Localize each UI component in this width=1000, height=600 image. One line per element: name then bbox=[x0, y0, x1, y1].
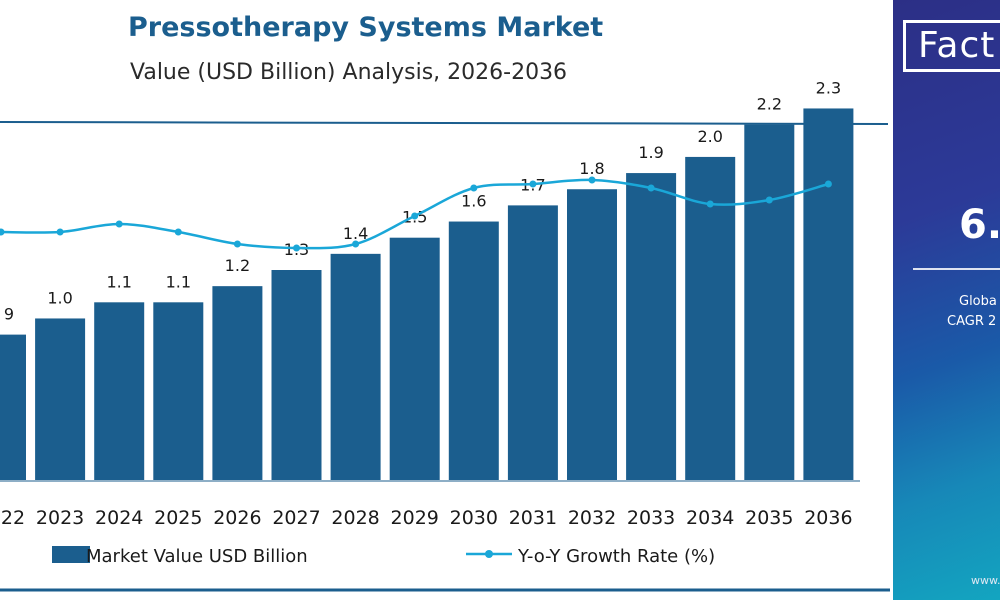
x-tick-2030: 2030 bbox=[450, 507, 498, 529]
x-tick-2032: 2032 bbox=[568, 507, 616, 529]
bar-label-2023: 1.0 bbox=[47, 288, 72, 307]
growth-point-2036 bbox=[824, 180, 832, 188]
x-tick-2031: 2031 bbox=[509, 507, 557, 529]
bar-2030 bbox=[448, 221, 499, 481]
x-tick-2025: 2025 bbox=[154, 507, 202, 529]
bar-2022 bbox=[0, 334, 26, 480]
panel-footer-url: www.f bbox=[971, 574, 1000, 587]
bar-2024 bbox=[94, 302, 145, 480]
growth-point-2035 bbox=[765, 196, 773, 204]
bar-label-2026: 1.2 bbox=[225, 256, 250, 275]
bar-2036 bbox=[803, 108, 854, 480]
bar-2026 bbox=[212, 286, 263, 480]
growth-point-2024 bbox=[115, 220, 123, 228]
growth-point-2026 bbox=[233, 240, 241, 248]
top-rule bbox=[0, 121, 889, 125]
growth-point-2034 bbox=[706, 200, 714, 208]
bar-2031 bbox=[507, 205, 558, 480]
x-tick-2024: 2024 bbox=[95, 507, 143, 529]
legend-label-bars: Market Value USD Billion bbox=[86, 546, 308, 567]
panel-label-global: Globa bbox=[959, 294, 997, 309]
bar-label-2030: 1.6 bbox=[461, 192, 486, 211]
growth-point-2023 bbox=[56, 228, 64, 236]
chart-subtitle: Value (USD Billion) Analysis, 2026-2036 bbox=[130, 60, 568, 85]
bar-label-2022: 9 bbox=[4, 305, 14, 324]
bar-label-2035: 2.2 bbox=[757, 95, 782, 114]
x-tick-2036: 2036 bbox=[804, 507, 852, 529]
bar-label-2034: 2.0 bbox=[697, 127, 722, 146]
bar-2027 bbox=[271, 270, 322, 480]
cagr-value: 6. bbox=[959, 202, 1000, 248]
growth-point-2028 bbox=[352, 240, 360, 248]
chart-area: Pressotherapy Systems Market Value (USD … bbox=[0, 12, 890, 592]
x-tick-2022: 22 bbox=[1, 507, 25, 529]
growth-point-2025 bbox=[174, 228, 182, 236]
x-tick-2023: 2023 bbox=[36, 507, 84, 529]
side-panel: Fact 6. Globa CAGR 2 www.f bbox=[893, 0, 1000, 600]
bar-label-2032: 1.8 bbox=[579, 159, 604, 178]
bar-label-2033: 1.9 bbox=[638, 143, 663, 162]
legend-label-line: Y-o-Y Growth Rate (%) bbox=[517, 546, 715, 567]
growth-point-2031 bbox=[529, 180, 537, 188]
x-tick-2033: 2033 bbox=[627, 507, 675, 529]
bar-2032 bbox=[567, 189, 617, 480]
x-tick-2028: 2028 bbox=[331, 507, 379, 529]
growth-point-2033 bbox=[647, 184, 655, 192]
bar-2035 bbox=[744, 124, 795, 480]
chart-svg: 9221.020231.120241.120251.220261.320271.… bbox=[0, 78, 890, 592]
brand-logo: Fact bbox=[903, 20, 1000, 72]
bar-label-2024: 1.1 bbox=[106, 272, 131, 291]
growth-point-2022 bbox=[0, 228, 5, 236]
bar-2023 bbox=[35, 318, 86, 480]
growth-point-2029 bbox=[411, 212, 419, 220]
legend-swatch-bars bbox=[52, 546, 90, 563]
legend-swatch-line-dot bbox=[485, 550, 493, 558]
x-tick-2035: 2035 bbox=[745, 507, 793, 529]
bar-2033 bbox=[626, 173, 677, 481]
growth-point-2027 bbox=[293, 244, 300, 252]
bar-2025 bbox=[153, 302, 204, 480]
bar-label-2036: 2.3 bbox=[816, 78, 841, 97]
panel-divider bbox=[913, 268, 1000, 270]
bar-2028 bbox=[330, 253, 381, 480]
growth-point-2030 bbox=[470, 184, 478, 192]
bar-label-2025: 1.1 bbox=[166, 272, 191, 291]
logo-text: Fact bbox=[918, 25, 996, 66]
x-tick-2027: 2027 bbox=[272, 507, 320, 529]
bar-2029 bbox=[389, 237, 440, 480]
x-tick-2029: 2029 bbox=[391, 507, 439, 529]
x-tick-2034: 2034 bbox=[686, 507, 734, 529]
panel-label-cagr: CAGR 2 bbox=[947, 314, 997, 329]
x-tick-2026: 2026 bbox=[213, 507, 261, 529]
bar-2034 bbox=[685, 156, 736, 480]
growth-point-2032 bbox=[588, 176, 596, 184]
chart-title: Pressotherapy Systems Market bbox=[128, 12, 604, 43]
bar-label-2028: 1.4 bbox=[343, 224, 368, 243]
